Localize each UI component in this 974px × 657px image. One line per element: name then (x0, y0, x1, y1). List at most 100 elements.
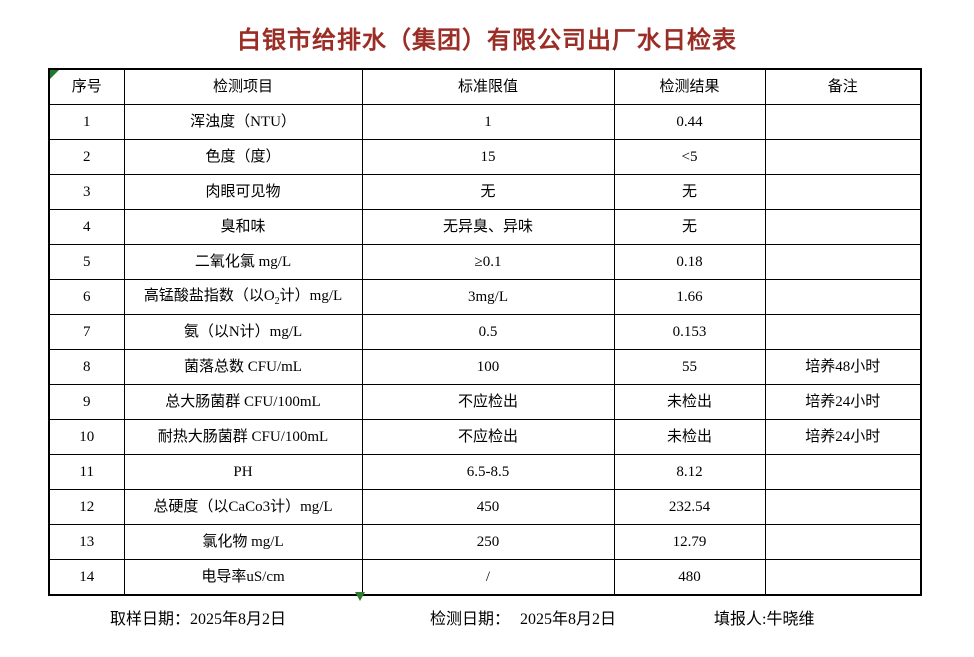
cell-limit: ≥0.1 (361, 244, 615, 280)
cell-limit: 450 (361, 489, 615, 525)
table-row: 11 PH 6.5-8.5 8.12 (48, 454, 922, 490)
column-header-no: 序号 (48, 68, 125, 105)
cell-result: 0.18 (613, 244, 766, 280)
column-header-item: 检测项目 (123, 68, 363, 105)
cell-no: 12 (48, 489, 125, 525)
cell-limit: 100 (361, 349, 615, 385)
cell-result: 480 (613, 559, 766, 596)
cell-no: 6 (48, 279, 125, 315)
cell-note: 培养48小时 (764, 349, 922, 385)
cell-limit: 不应检出 (361, 384, 615, 420)
testing-date-label: 检测日期： (430, 611, 511, 628)
cell-note (764, 314, 922, 350)
table-row: 5 二氧化氯 mg/L ≥0.1 0.18 (48, 244, 922, 280)
table-row: 8 菌落总数 CFU/mL 100 55 培养48小时 (48, 349, 922, 385)
cell-result: 无 (613, 174, 766, 210)
cell-item: 电导率uS/cm (123, 559, 363, 596)
cell-no: 7 (48, 314, 125, 350)
cell-item: 臭和味 (123, 209, 363, 245)
cell-note (764, 489, 922, 525)
cell-item: 菌落总数 CFU/mL (123, 349, 363, 385)
cell-no: 4 (48, 209, 125, 245)
cell-item: 高锰酸盐指数（以O2计）mg/L (123, 279, 363, 315)
cell-note (764, 139, 922, 175)
table-row: 7 氨（以N计）mg/L 0.5 0.153 (48, 314, 922, 350)
cell-no: 9 (48, 384, 125, 420)
cell-item: 总大肠菌群 CFU/100mL (123, 384, 363, 420)
reporter: 填报人:牛晓维 (714, 605, 814, 629)
table-row: 1 浑浊度（NTU） 1 0.44 (48, 104, 922, 140)
header-row: 序号 检测项目 标准限值 检测结果 备注 (48, 68, 922, 105)
cell-result: <5 (613, 139, 766, 175)
table-row: 4 臭和味 无异臭、异味 无 (48, 209, 922, 245)
cell-limit: / (361, 559, 615, 596)
excel-corner-marker-icon (50, 70, 59, 79)
footer: 取样日期：2025年8月2日 检测日期： 2025年8月2日 填报人:牛晓维 (0, 605, 974, 629)
excel-bottom-marker-icon (355, 592, 365, 601)
table-row: 14 电导率uS/cm / 480 (48, 559, 922, 596)
cell-item: 浑浊度（NTU） (123, 104, 363, 140)
cell-item: 耐热大肠菌群 CFU/100mL (123, 419, 363, 455)
cell-result: 未检出 (613, 419, 766, 455)
cell-item: 氨（以N计）mg/L (123, 314, 363, 350)
cell-note (764, 209, 922, 245)
cell-note: 培养24小时 (764, 419, 922, 455)
column-header-note: 备注 (764, 68, 922, 105)
cell-result: 1.66 (613, 279, 766, 315)
cell-limit: 无 (361, 174, 615, 210)
cell-item: 二氧化氯 mg/L (123, 244, 363, 280)
sampling-date-label: 取样日期： (110, 611, 191, 628)
cell-note (764, 524, 922, 560)
sampling-date-value: 2025年8月2日 (190, 611, 287, 628)
cell-limit: 无异臭、异味 (361, 209, 615, 245)
cell-note: 培养24小时 (764, 384, 922, 420)
cell-result: 12.79 (613, 524, 766, 560)
table-row: 3 肉眼可见物 无 无 (48, 174, 922, 210)
cell-note (764, 454, 922, 490)
cell-no: 3 (48, 174, 125, 210)
table-row: 12 总硬度（以CaCo3计）mg/L 450 232.54 (48, 489, 922, 525)
table-row: 6 高锰酸盐指数（以O2计）mg/L 3mg/L 1.66 (48, 279, 922, 315)
sampling-date: 取样日期：2025年8月2日 (110, 605, 286, 629)
table-row: 9 总大肠菌群 CFU/100mL 不应检出 未检出 培养24小时 (48, 384, 922, 420)
cell-note (764, 279, 922, 315)
cell-limit: 6.5-8.5 (361, 454, 615, 490)
cell-item: 总硬度（以CaCo3计）mg/L (123, 489, 363, 525)
reporter-label: 填报人: (714, 611, 767, 628)
table-row: 10 耐热大肠菌群 CFU/100mL 不应检出 未检出 培养24小时 (48, 419, 922, 455)
cell-item: 色度（度） (123, 139, 363, 175)
cell-limit: 15 (361, 139, 615, 175)
cell-note (764, 174, 922, 210)
cell-limit: 0.5 (361, 314, 615, 350)
cell-no: 8 (48, 349, 125, 385)
cell-result: 8.12 (613, 454, 766, 490)
cell-no: 10 (48, 419, 125, 455)
report-title: 白银市给排水（集团）有限公司出厂水日检表 (237, 28, 737, 54)
cell-no: 14 (48, 559, 125, 596)
cell-no: 11 (48, 454, 125, 490)
table-row: 13 氯化物 mg/L 250 12.79 (48, 524, 922, 560)
cell-note (764, 244, 922, 280)
cell-no: 13 (48, 524, 125, 560)
cell-result: 232.54 (613, 489, 766, 525)
testing-date-value: 2025年8月2日 (520, 611, 617, 628)
inspection-table: 序号 检测项目 标准限值 检测结果 备注 1 浑浊度（NTU） 1 0.44 2… (48, 68, 922, 596)
cell-note (764, 559, 922, 596)
testing-date: 检测日期： 2025年8月2日 (430, 605, 616, 629)
cell-no: 1 (48, 104, 125, 140)
cell-result: 0.44 (613, 104, 766, 140)
cell-limit: 3mg/L (361, 279, 615, 315)
reporter-value: 牛晓维 (766, 611, 815, 628)
column-header-result: 检测结果 (613, 68, 766, 105)
table-row: 2 色度（度） 15 <5 (48, 139, 922, 175)
cell-limit: 1 (361, 104, 615, 140)
cell-result: 0.153 (613, 314, 766, 350)
cell-note (764, 104, 922, 140)
cell-limit: 不应检出 (361, 419, 615, 455)
cell-limit: 250 (361, 524, 615, 560)
cell-item: PH (123, 454, 363, 490)
cell-no: 5 (48, 244, 125, 280)
cell-result: 55 (613, 349, 766, 385)
column-header-limit: 标准限值 (361, 68, 615, 105)
cell-item: 肉眼可见物 (123, 174, 363, 210)
